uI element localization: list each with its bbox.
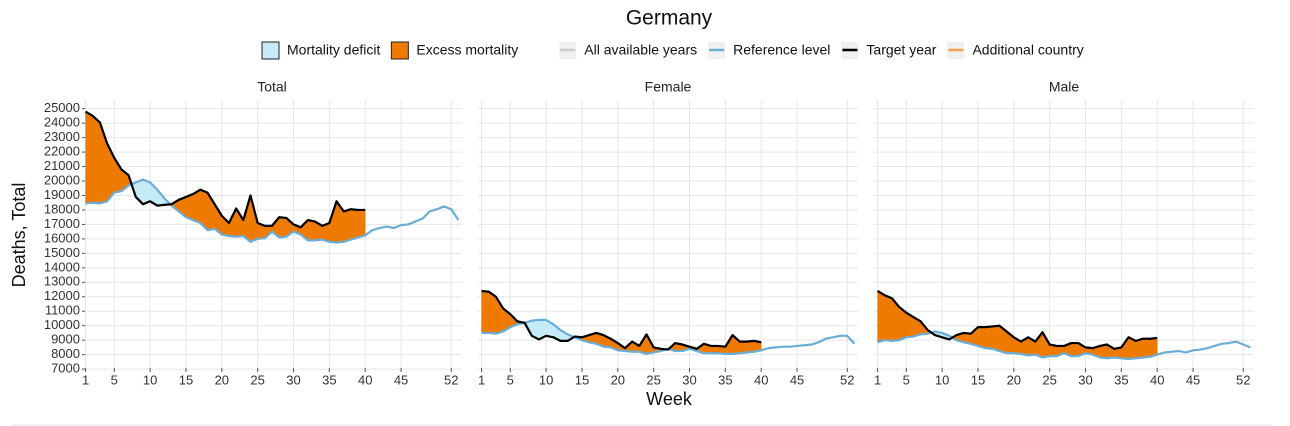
excess-area [1142,338,1151,358]
x-tick-label: 20 [611,372,625,387]
y-axis-label: Deaths, Total [9,183,29,288]
y-tick-label: 16000 [44,230,80,245]
x-tick-label: 40 [358,372,372,387]
x-tick-label: 25 [1042,372,1056,387]
legend-label: Excess mortality [416,42,518,58]
x-tick-label: 20 [215,372,229,387]
panel: 1 5 10 15 20 25 30 35 40 45 52 [478,100,858,387]
x-tick-label: 52 [1236,372,1250,387]
panel: 7000800090001000011000120001300014000150… [44,100,462,387]
panel-title: Total [257,79,287,95]
y-tick-label: 23000 [44,129,80,144]
excess-area [350,208,359,240]
x-tick-label: 52 [444,372,458,387]
x-tick-label: 5 [111,372,118,387]
excess-area [481,290,490,334]
x-tick-label: 15 [179,372,193,387]
excess-area [357,209,366,238]
x-tick-label: 35 [322,372,336,387]
excess-area [192,189,201,224]
x-tick-label: 35 [1114,372,1128,387]
x-tick-label: 15 [971,372,985,387]
excess-area [307,219,316,241]
target-line [481,289,762,351]
x-tick-label: 45 [790,372,804,387]
y-tick-label: 17000 [44,216,80,231]
target-line [85,110,366,229]
y-tick-label: 9000 [51,332,80,347]
deficit-area [142,179,151,205]
x-tick-label: 1 [478,372,485,387]
x-tick-label: 30 [682,372,696,387]
x-tick-label: 25 [250,372,264,387]
x-tick-label: 25 [646,372,660,387]
excess-area [85,111,94,204]
y-tick-label: 10000 [44,317,80,332]
excess-area [488,291,497,334]
x-tick-label: 1 [874,372,881,387]
excess-area [92,115,101,204]
x-tick-label: 35 [718,372,732,387]
x-tick-label: 52 [840,372,854,387]
panel: 1 5 10 15 20 25 30 35 40 45 52 [874,100,1254,387]
x-tick-label: 5 [507,372,514,387]
x-tick-label: 40 [754,372,768,387]
target-line [877,290,1158,350]
legend-label: Additional country [972,42,1083,58]
x-tick-label: 10 [539,372,553,387]
y-tick-label: 24000 [44,115,80,130]
excess-area [185,193,194,221]
y-tick-label: 13000 [44,274,80,289]
y-tick-label: 15000 [44,245,80,260]
reference-line [877,330,1251,361]
excess-area [278,216,287,238]
x-tick-label: 1 [82,372,89,387]
chart-title: Germany [626,7,713,30]
x-tick-label: 20 [1007,372,1021,387]
legend-label: All available years [584,42,697,58]
y-tick-label: 22000 [44,144,80,159]
y-tick-label: 11000 [45,303,80,318]
x-tick-label: 10 [143,372,157,387]
reference-line [85,178,460,244]
x-axis-label: Week [646,389,693,409]
legend-label: Target year [866,42,936,58]
y-tick-label: 8000 [51,346,80,361]
y-tick-label: 14000 [44,259,80,274]
excess-area [739,341,748,354]
excess-area [984,326,993,350]
y-tick-label: 20000 [44,172,80,187]
excess-area [343,208,352,243]
y-tick-label: 12000 [44,288,80,303]
y-tick-label: 25000 [44,100,80,115]
x-tick-label: 5 [903,372,910,387]
panel-title: Female [645,79,692,95]
x-tick-label: 30 [286,372,300,387]
y-tick-label: 21000 [44,158,80,173]
x-tick-label: 15 [575,372,589,387]
x-tick-label: 30 [1078,372,1092,387]
excess-area [1070,342,1079,357]
x-tick-label: 45 [1186,372,1200,387]
legend-swatch [261,41,280,60]
excess-area [992,325,1000,352]
x-tick-label: 10 [935,372,949,387]
y-tick-label: 7000 [51,361,80,376]
excess-area [877,290,886,343]
x-tick-label: 40 [1150,372,1164,387]
y-tick-label: 19000 [44,187,80,202]
x-tick-label: 45 [394,372,408,387]
excess-area [746,340,755,353]
legend-label: Mortality deficit [287,42,380,58]
excess-area [884,294,893,342]
excess-area [977,326,986,349]
legend-swatch [390,41,409,60]
y-tick-label: 18000 [44,201,80,216]
panel-title: Male [1049,79,1080,95]
legend-label: Reference level [733,42,830,58]
